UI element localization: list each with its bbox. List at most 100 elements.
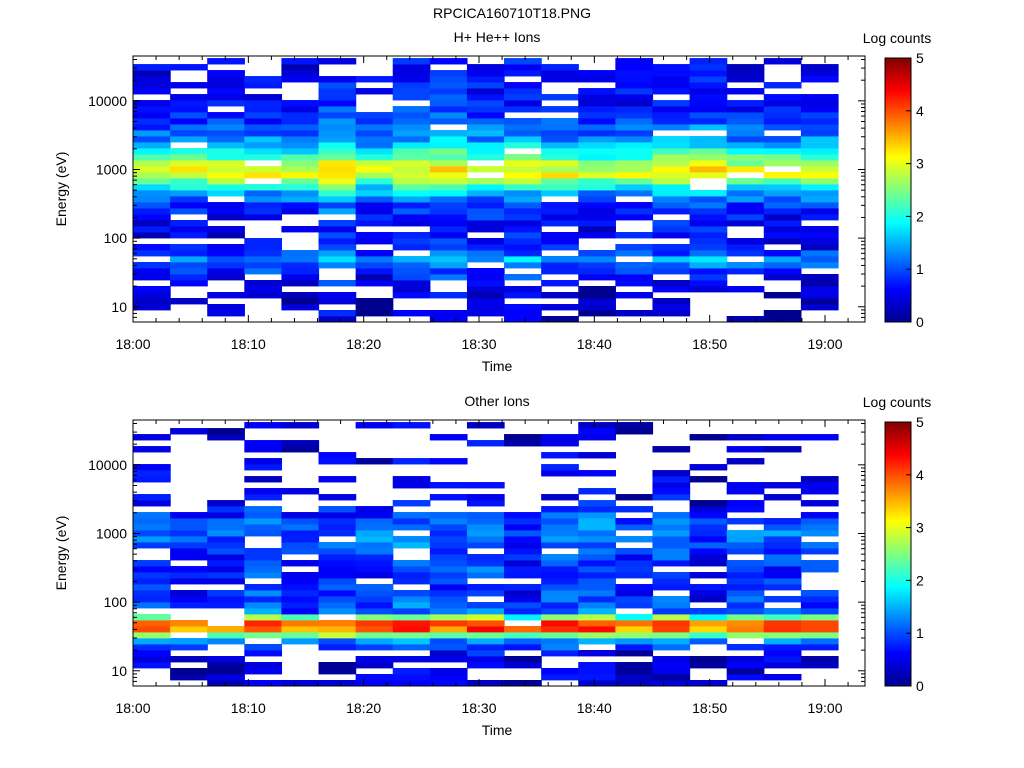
y-tick-label: 1000: [96, 161, 127, 177]
heatmap-cell: [466, 136, 505, 143]
heatmap-cell: [207, 256, 245, 263]
heatmap-cell: [652, 476, 691, 483]
heatmap-cell: [170, 524, 208, 531]
heatmap-cell: [281, 76, 320, 83]
heatmap-cell: [652, 244, 691, 251]
heatmap-cell: [133, 208, 171, 215]
heatmap-cell: [578, 268, 616, 275]
heatmap-cell: [244, 142, 283, 149]
heatmap-cell: [466, 268, 505, 275]
heatmap-cell: [466, 112, 505, 119]
heatmap-cell: [541, 584, 579, 591]
heatmap-cell: [800, 106, 839, 113]
heatmap-cell: [466, 214, 505, 221]
heatmap-cell: [726, 584, 765, 591]
heatmap-cell: [763, 620, 802, 627]
heatmap-cell: [207, 184, 245, 191]
heatmap-cell: [763, 554, 802, 561]
heatmap-cell: [392, 310, 431, 317]
heatmap-cell: [689, 560, 728, 567]
heatmap-cell: [615, 166, 654, 173]
heatmap-cell: [244, 506, 283, 513]
heatmap-cell: [466, 518, 505, 525]
heatmap-cell: [578, 638, 616, 645]
heatmap-cell: [281, 542, 320, 549]
heatmap-cell: [689, 148, 728, 155]
heatmap-cell: [504, 548, 542, 555]
heatmap-cell: [578, 650, 616, 657]
heatmap-cell: [504, 100, 542, 107]
heatmap-cell: [504, 542, 542, 549]
heatmap-cell: [318, 106, 357, 113]
heatmap-cell: [392, 566, 431, 573]
x-tick-label: 18:20: [346, 336, 381, 352]
heatmap-cell: [207, 70, 245, 77]
heatmap-cell: [392, 524, 431, 531]
heatmap-cell: [615, 106, 654, 113]
x-tick-label: 18:40: [577, 700, 612, 716]
heatmap-cell: [392, 148, 431, 155]
heatmap-cell: [689, 220, 728, 227]
heatmap-cell: [504, 554, 542, 561]
heatmap-cell: [355, 280, 394, 287]
heatmap-cell: [244, 172, 283, 179]
heatmap-cell: [429, 292, 468, 299]
heatmap-cell: [763, 124, 802, 131]
heatmap-cell: [466, 440, 505, 447]
y-tick-label: 10: [111, 299, 127, 315]
heatmap-cell: [244, 632, 283, 639]
heatmap-cell: [244, 560, 283, 567]
heatmap-cell: [281, 512, 320, 519]
heatmap-cell: [763, 530, 802, 537]
heatmap-cell: [763, 548, 802, 555]
heatmap-cell: [429, 680, 468, 687]
heatmap-cell: [392, 680, 431, 687]
heatmap-cell: [170, 226, 208, 233]
heatmap-cell: [281, 440, 320, 447]
heatmap-cell: [466, 608, 505, 615]
heatmap-cell: [392, 638, 431, 645]
heatmap-cell: [244, 106, 283, 113]
heatmap-cell: [244, 208, 283, 215]
heatmap-cell: [652, 208, 691, 215]
heatmap-cell: [466, 542, 505, 549]
heatmap-cell: [244, 650, 283, 657]
heatmap-cell: [355, 602, 394, 609]
heatmap-cell: [800, 626, 839, 633]
heatmap-cell: [578, 548, 616, 555]
heatmap-cell: [578, 428, 616, 435]
heatmap-cell: [466, 524, 505, 531]
heatmap-cell: [318, 638, 357, 645]
heatmap-cell: [207, 304, 245, 311]
heatmap-cell: [578, 304, 616, 311]
heatmap-cell: [652, 106, 691, 113]
heatmap-cell: [281, 208, 320, 215]
heatmap-cell: [504, 82, 542, 89]
heatmap-cell: [726, 136, 765, 143]
x-tick-label: 19:00: [807, 336, 842, 352]
heatmap-cell: [504, 572, 542, 579]
heatmap-cell: [763, 524, 802, 531]
heatmap-cell: [726, 316, 765, 323]
heatmap-cell: [281, 548, 320, 555]
heatmap-cell: [133, 530, 171, 537]
heatmap-cell: [578, 488, 616, 495]
heatmap-cell: [244, 130, 283, 137]
heatmap-cell: [652, 256, 691, 263]
heatmap-cell: [800, 286, 839, 293]
heatmap-cell: [244, 458, 283, 465]
colorbar-tick-label: 5: [916, 50, 924, 66]
heatmap-cell: [244, 154, 283, 161]
heatmap-cell: [689, 536, 728, 543]
heatmap-cell: [726, 662, 765, 669]
heatmap-cell: [133, 196, 171, 203]
heatmap-cell: [207, 668, 245, 675]
heatmap-cell: [429, 232, 468, 239]
heatmap-cell: [318, 88, 357, 95]
heatmap-cell: [504, 680, 542, 687]
heatmap-cell: [281, 304, 320, 311]
heatmap-cell: [429, 244, 468, 251]
heatmap-cell: [244, 136, 283, 143]
heatmap-cell: [207, 226, 245, 233]
heatmap-cell: [615, 118, 654, 125]
